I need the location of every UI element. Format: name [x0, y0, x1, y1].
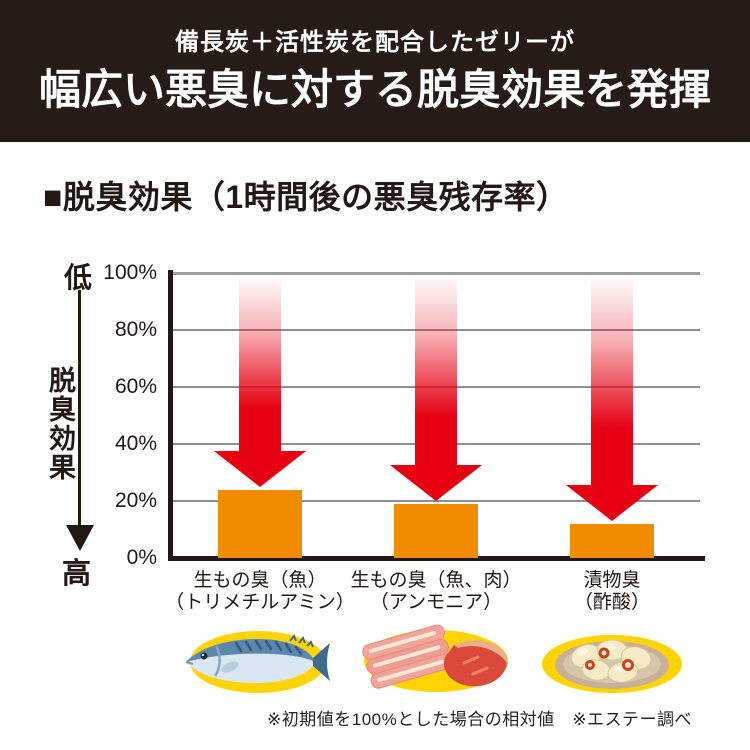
bar: [394, 504, 478, 558]
y-tick-label: 100%: [103, 261, 157, 284]
axis-title-vertical: 脱臭効果: [45, 366, 75, 482]
deodorizing-axis-arrow-head-icon: [66, 525, 94, 551]
headline-sub: 備長炭＋活性炭を配合したゼリーが: [175, 29, 575, 56]
y-axis-label-high: 高: [62, 558, 92, 590]
category-label-line1: 漬物臭: [583, 570, 641, 591]
fish-icon: [185, 631, 330, 693]
y-tick-label: 0%: [126, 546, 157, 569]
footnote: ※初期値を100%とした場合の相対値 ※エステー調べ: [267, 710, 692, 729]
gridline: [173, 500, 700, 502]
category-label: 漬物臭 （酢酸）: [497, 570, 727, 613]
bar: [570, 524, 654, 558]
category-label: 生もの臭（魚、肉） （アンモニア）: [321, 570, 551, 613]
deodorizing-axis-arrow-line: [78, 290, 81, 527]
y-tick-label: 80%: [114, 318, 157, 341]
header-banner: 備長炭＋活性炭を配合したゼリーが 幅広い悪臭に対する脱臭効果を発揮: [0, 0, 750, 142]
pickles-icon: [542, 635, 682, 693]
chart-title: ■脱臭効果（1時間後の悪臭残存率）: [43, 179, 569, 215]
category-label-line1: 生もの臭（魚）: [193, 570, 327, 591]
bar: [218, 490, 302, 558]
down-arrow-icon: [390, 278, 482, 501]
y-tick-label: 40%: [114, 432, 157, 455]
category-label-line2: （酢酸）: [573, 591, 650, 613]
meat-icon: [362, 624, 508, 692]
y-tick-label: 20%: [114, 489, 157, 512]
plot-top-border: [173, 272, 700, 275]
category-label-line2: （アンモニア）: [369, 591, 503, 613]
y-tick-label: 60%: [114, 375, 157, 398]
y-axis-line: [168, 270, 173, 561]
category-label: 生もの臭（魚） （トリメチルアミン）: [145, 570, 375, 613]
down-arrow-icon: [214, 278, 306, 487]
x-axis-line: [168, 556, 705, 561]
y-axis-label-low: 低: [64, 262, 93, 293]
category-label-line2: （トリメチルアミン）: [165, 591, 355, 613]
headline-main: 幅広い悪臭に対する脱臭効果を発揮: [38, 66, 711, 113]
category-label-line1: 生もの臭（魚、肉）: [350, 570, 522, 591]
down-arrow-icon: [566, 278, 658, 521]
